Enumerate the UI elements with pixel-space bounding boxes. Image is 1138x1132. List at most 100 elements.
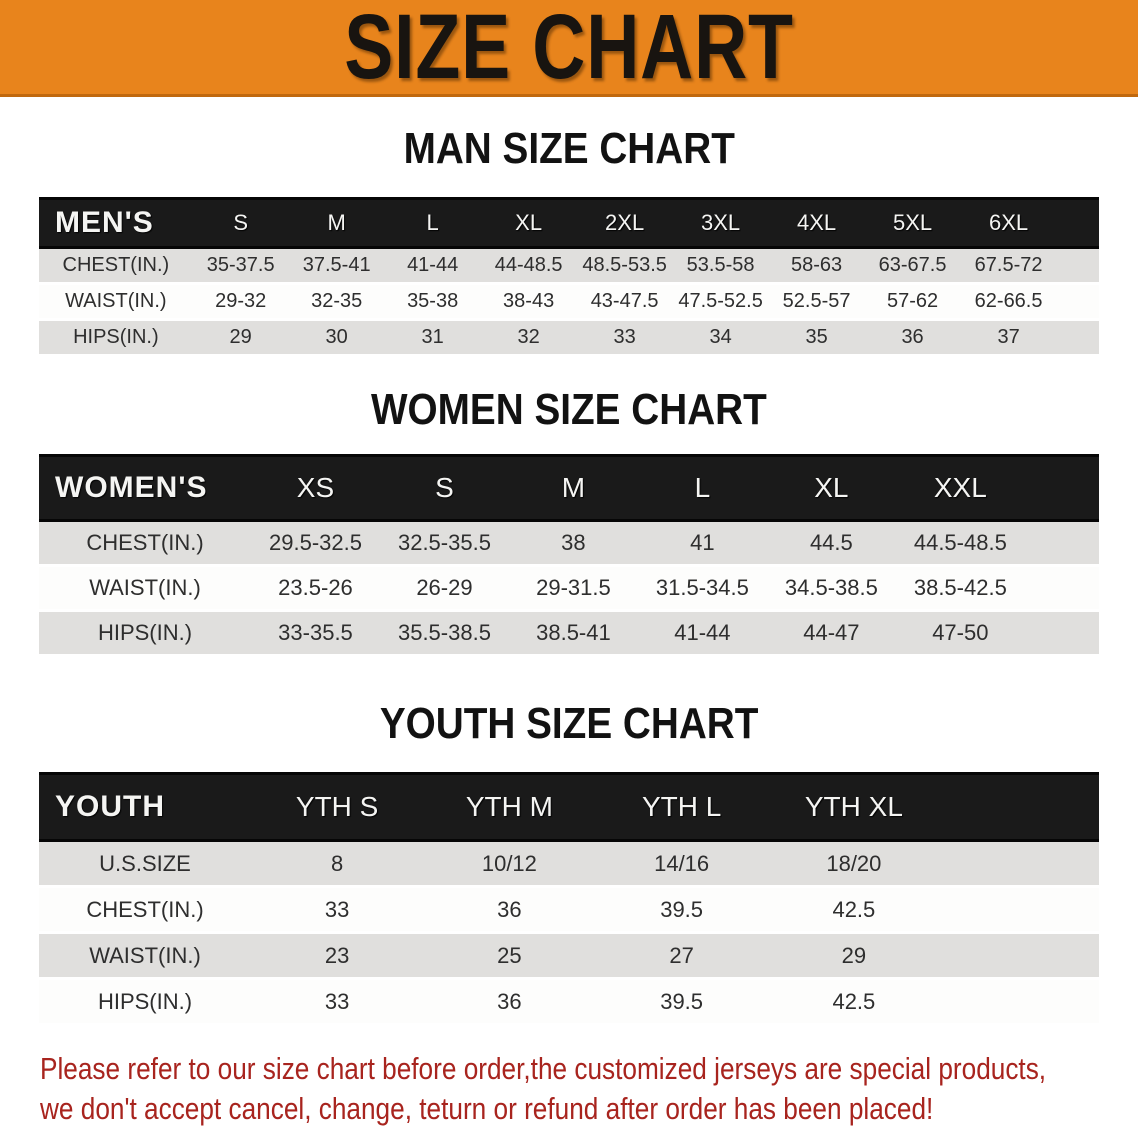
row-filler	[1024, 564, 1099, 611]
measure-row: CHEST(IN.) 29.5-32.5 32.5-35.5 38 41 44.5 44.5…	[39, 519, 1099, 566]
size-chart-banner: SIZE CHART	[0, 0, 1138, 97]
row-filler	[1056, 282, 1099, 320]
size-value-cell: 35	[768, 318, 865, 354]
measure-label: CHEST(IN.)	[39, 519, 251, 566]
header-filler	[1056, 197, 1099, 249]
size-value-cell: 36	[864, 318, 961, 354]
measure-label: CHEST(IN.)	[39, 885, 251, 933]
measure-row: HIPS(IN.) 33 36 39.5 42.5	[39, 977, 1099, 1023]
size-value-cell: 32.5-35.5	[379, 519, 509, 566]
size-value-cell: 41-44	[384, 246, 481, 284]
disclaimer: Please refer to our size chart before or…	[40, 1049, 1138, 1129]
size-column-header: 4XL	[768, 197, 865, 249]
size-value-cell: 42.5	[767, 977, 940, 1023]
measure-row: WAIST(IN.) 23.5-26 26-29 29-31.5 31.5-34.5 34…	[39, 564, 1099, 611]
size-column-header: YTH S	[251, 772, 424, 842]
measure-label: U.S.SIZE	[39, 839, 251, 887]
size-column-header: XL	[766, 454, 896, 522]
size-column-header: XL	[480, 197, 577, 249]
row-filler	[940, 931, 1099, 979]
size-value-cell: 39.5	[595, 977, 768, 1023]
youth-size-table: YOUTH YTH S YTH M YTH L YTH XL U.S.SIZE 8 10/12…	[39, 772, 1099, 1023]
size-column-header: S	[379, 454, 509, 522]
size-column-header: XS	[251, 454, 380, 522]
disclaimer-line-2: we don't accept cancel, change, teturn o…	[40, 1091, 934, 1126]
measure-row: WAIST(IN.) 29-32 32-35 35-38 38-43 43-47.5 47.…	[39, 282, 1099, 320]
women-size-table: WOMEN'S XS S M L XL XXL CHEST(IN.) 29.5-32.5 32.5…	[39, 454, 1099, 654]
row-filler	[1056, 246, 1099, 284]
size-value-cell: 32-35	[288, 282, 385, 320]
section-heading-man-text: MAN SIZE CHART	[403, 124, 735, 173]
size-header-row: MEN'S S M L XL 2XL 3XL 4XL 5XL 6XL	[39, 197, 1099, 249]
size-value-cell: 53.5-58	[672, 246, 769, 284]
size-column-header: 2XL	[576, 197, 673, 249]
size-value-cell: 58-63	[768, 246, 865, 284]
size-value-cell: 23	[251, 931, 424, 979]
size-column-header: 3XL	[672, 197, 769, 249]
size-column-header: XXL	[895, 454, 1025, 522]
size-value-cell: 41	[637, 519, 767, 566]
section-heading-women-text: WOMEN SIZE CHART	[371, 385, 767, 434]
size-value-cell: 36	[423, 977, 596, 1023]
table-title: WOMEN'S	[39, 454, 251, 522]
size-value-cell: 25	[423, 931, 596, 979]
size-column-header: M	[508, 454, 638, 522]
size-value-cell: 30	[288, 318, 385, 354]
section-heading-man: MAN SIZE CHART	[0, 127, 1138, 171]
size-value-cell: 34	[672, 318, 769, 354]
size-column-header: 5XL	[864, 197, 961, 249]
size-column-header: YTH L	[595, 772, 768, 842]
disclaimer-line-1: Please refer to our size chart before or…	[40, 1051, 1047, 1086]
size-column-header: L	[637, 454, 767, 522]
size-value-cell: 14/16	[595, 839, 768, 887]
section-heading-youth-text: YOUTH SIZE CHART	[379, 699, 759, 748]
size-value-cell: 48.5-53.5	[576, 246, 673, 284]
row-filler	[940, 839, 1099, 887]
size-value-cell: 26-29	[379, 564, 509, 611]
size-value-cell: 23.5-26	[251, 564, 380, 611]
row-filler	[940, 977, 1099, 1023]
section-heading-youth: YOUTH SIZE CHART	[0, 702, 1138, 746]
size-column-header: M	[288, 197, 385, 249]
size-value-cell: 47-50	[895, 609, 1025, 654]
size-value-cell: 43-47.5	[576, 282, 673, 320]
size-value-cell: 10/12	[423, 839, 596, 887]
row-filler	[1056, 318, 1099, 354]
measure-row: CHEST(IN.) 35-37.5 37.5-41 41-44 44-48.5 48.5…	[39, 246, 1099, 284]
size-column-header: 6XL	[960, 197, 1057, 249]
header-filler	[1024, 454, 1099, 522]
size-value-cell: 29	[192, 318, 289, 354]
size-value-cell: 38.5-41	[508, 609, 638, 654]
header-filler	[940, 772, 1099, 842]
size-value-cell: 35.5-38.5	[379, 609, 509, 654]
measure-row: HIPS(IN.) 33-35.5 35.5-38.5 38.5-41 41-44 44-…	[39, 609, 1099, 654]
measure-label: HIPS(IN.)	[39, 609, 251, 654]
size-value-cell: 38	[508, 519, 638, 566]
size-value-cell: 37	[960, 318, 1057, 354]
measure-label: HIPS(IN.)	[39, 318, 193, 354]
size-value-cell: 27	[595, 931, 768, 979]
size-column-header: S	[192, 197, 289, 249]
size-value-cell: 36	[423, 885, 596, 933]
size-value-cell: 33-35.5	[251, 609, 380, 654]
measure-row: WAIST(IN.) 23 25 27 29	[39, 931, 1099, 979]
measure-row: HIPS(IN.) 29 30 31 32 33 34 35 36 37	[39, 318, 1099, 354]
size-value-cell: 44.5	[766, 519, 896, 566]
measure-row: U.S.SIZE 8 10/12 14/16 18/20	[39, 839, 1099, 887]
size-column-header: YTH M	[423, 772, 596, 842]
size-value-cell: 33	[251, 885, 424, 933]
measure-label: HIPS(IN.)	[39, 977, 251, 1023]
size-value-cell: 29.5-32.5	[251, 519, 380, 566]
size-value-cell: 29	[767, 931, 940, 979]
section-heading-women: WOMEN SIZE CHART	[0, 388, 1138, 432]
size-value-cell: 35-38	[384, 282, 481, 320]
row-filler	[1024, 609, 1099, 654]
size-header-row: YOUTH YTH S YTH M YTH L YTH XL	[39, 772, 1099, 842]
row-filler	[1024, 519, 1099, 566]
size-column-header: YTH XL	[767, 772, 940, 842]
size-value-cell: 32	[480, 318, 577, 354]
table-title: YOUTH	[39, 772, 251, 842]
size-value-cell: 33	[576, 318, 673, 354]
size-value-cell: 33	[251, 977, 424, 1023]
size-column-header: L	[384, 197, 481, 249]
